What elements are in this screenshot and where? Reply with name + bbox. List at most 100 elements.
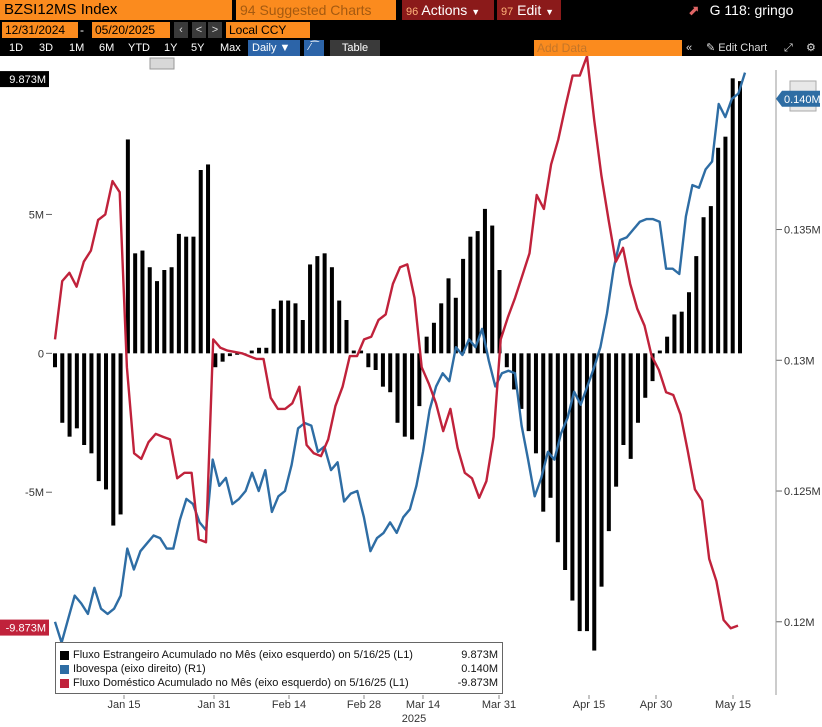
foreign-flow-bar (592, 353, 597, 651)
foreign-flow-bar (271, 308, 276, 354)
foreign-flow-bar (504, 353, 509, 368)
foreign-flow-bar (563, 353, 568, 570)
period-ytd[interactable]: YTD (128, 42, 150, 54)
period-forward-button[interactable]: > (208, 22, 222, 38)
foreign-flow-bar (730, 78, 735, 354)
left-value-marker-label: -9.873M (6, 623, 46, 635)
x-axis-tick-label: Apr 15 (573, 699, 605, 711)
period-toolbar (0, 40, 822, 56)
foreign-flow-bar (213, 353, 218, 368)
period-back-button[interactable]: < (192, 22, 206, 38)
foreign-flow-bar (665, 336, 670, 354)
foreign-flow-bar (329, 267, 334, 354)
foreign-flow-bar (614, 353, 619, 487)
legend-item-domestic[interactable]: Fluxo Doméstico Acumulado no Mês (eixo e… (60, 676, 500, 690)
legend-item-foreign[interactable]: Fluxo Estrangeiro Acumulado no Mês (eixo… (60, 648, 500, 662)
foreign-flow-bar (672, 314, 677, 354)
actions-menu-button[interactable]: 96 Actions ▼ (402, 0, 494, 20)
left-value-marker (0, 71, 49, 88)
foreign-flow-bar (380, 353, 385, 387)
foreign-flow-bar (249, 350, 254, 354)
foreign-flow-bar (111, 353, 116, 526)
frequency-select[interactable]: Daily ▼ (248, 40, 300, 56)
collapse-icon[interactable]: « (686, 42, 693, 54)
foreign-flow-bar (300, 320, 305, 354)
foreign-flow-bar (577, 353, 582, 632)
right-value-marker-label: 0.140M (784, 94, 821, 106)
legend-swatch (60, 679, 69, 688)
foreign-flow-bar (206, 164, 211, 354)
chevron-down-icon: ▼ (471, 7, 481, 17)
foreign-flow-bar (118, 353, 123, 515)
chart-legend: Fluxo Estrangeiro Acumulado no Mês (eixo… (55, 642, 503, 694)
foreign-flow-bar (74, 353, 79, 429)
suggested-charts-button[interactable]: 94 Suggested Charts (236, 0, 396, 20)
foreign-flow-bar (650, 353, 655, 382)
foreign-flow-bar (708, 206, 713, 354)
foreign-flow-bar (482, 208, 487, 354)
period-1y[interactable]: 1Y (164, 42, 178, 54)
table-view-button[interactable]: Table (330, 40, 380, 56)
period-max[interactable]: Max (220, 42, 241, 54)
user-label: G 118: gringo (709, 2, 794, 18)
frequency-label: Daily (252, 42, 277, 54)
date-separator: - (80, 23, 84, 37)
currency-select[interactable]: Local CCY (226, 22, 310, 38)
period-6m[interactable]: 6M (99, 42, 115, 54)
foreign-flow-bar (424, 336, 429, 354)
edit-menu-button[interactable]: 97 Edit ▼ (497, 0, 561, 20)
foreign-flow-bar (184, 236, 189, 354)
chevron-down-icon: ▼ (545, 7, 555, 17)
gear-icon[interactable]: ⚙ (806, 42, 816, 54)
line-chart-icon[interactable]: ⁄⁀ (304, 40, 324, 56)
foreign-flow-bar (147, 267, 152, 354)
edit-chart-button[interactable]: ✎ Edit Chart (706, 40, 767, 56)
foreign-flow-bar (402, 353, 407, 437)
draw-tool-icon[interactable]: ⤢ (784, 42, 793, 54)
foreign-flow-bar (410, 353, 415, 440)
foreign-flow-bar (519, 353, 524, 409)
foreign-flow-bar (227, 353, 232, 357)
foreign-flow-bar (220, 353, 225, 362)
foreign-flow-bar (388, 353, 393, 393)
foreign-flow-bar (657, 350, 662, 354)
foreign-flow-bar (308, 264, 313, 354)
foreign-flow-bar (461, 258, 466, 354)
calendar-prev-button[interactable]: ‹ (174, 22, 188, 38)
foreign-flow-bar (599, 353, 604, 587)
security-ticker-field[interactable]: BZSI12MS Index (0, 0, 232, 20)
right-value-marker (776, 90, 820, 107)
foreign-flow-bar (490, 225, 495, 354)
period-1d[interactable]: 1D (9, 42, 24, 54)
period-5y[interactable]: 5Y (191, 42, 205, 54)
start-date-field[interactable]: 12/31/2024 (2, 22, 78, 38)
foreign-flow-bar (96, 353, 101, 482)
foreign-flow-bar (351, 350, 356, 354)
foreign-flow-bar (526, 353, 531, 432)
foreign-flow-bar (140, 250, 145, 354)
user-info[interactable]: ⬈ G 118: gringo (688, 0, 793, 20)
right-axis-tick-label: 0.13M (784, 355, 815, 367)
foreign-flow-bar (541, 353, 546, 512)
foreign-flow-bar (570, 353, 575, 601)
foreign-flow-bar (315, 256, 320, 354)
x-axis-tick-label: Feb 28 (347, 699, 381, 711)
legend-toggle-icon[interactable] (149, 57, 175, 70)
x-axis-tick-label: Jan 15 (107, 699, 140, 711)
period-1m[interactable]: 1M (69, 42, 85, 54)
foreign-flow-bar (584, 353, 589, 632)
legend-item-ibovespa[interactable]: Ibovespa (eixo direito) (R1) 0.140M (60, 662, 500, 676)
foreign-flow-bar (686, 292, 691, 354)
foreign-flow-bar (286, 300, 291, 354)
edit-shortcut-number: 97 (501, 6, 514, 18)
foreign-flow-bar (257, 347, 262, 354)
left-value-marker (0, 619, 49, 636)
foreign-flow-bar (468, 236, 473, 354)
add-data-input[interactable]: Add Data (534, 40, 682, 56)
right-axis-tick-label: 0.12M (784, 617, 815, 629)
foreign-flow-bar (446, 278, 451, 354)
right-axis-tick-label: 0.135M (784, 225, 821, 237)
period-3d[interactable]: 3D (39, 42, 54, 54)
foreign-flow-bar (497, 270, 502, 354)
end-date-field[interactable]: 05/20/2025 (92, 22, 170, 38)
